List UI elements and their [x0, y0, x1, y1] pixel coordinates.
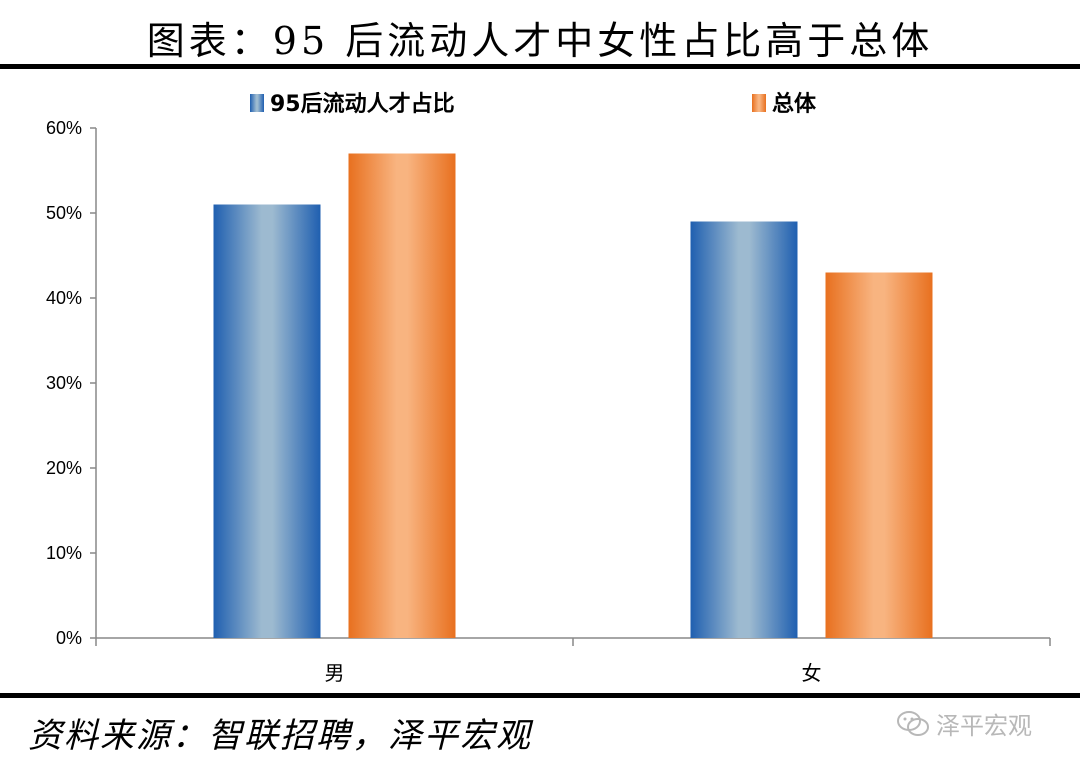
bar-chart: 95后流动人才占比 总体 0%10%20%30%40%50%60% 男女 — [46, 91, 1051, 685]
legend: 95后流动人才占比 总体 — [250, 91, 817, 117]
y-tick-label: 50% — [46, 203, 82, 223]
bar — [825, 272, 933, 638]
legend-label: 95后流动人才占比 — [270, 91, 455, 117]
category-label: 女 — [802, 661, 822, 685]
category-label: 男 — [325, 661, 345, 685]
y-tick-label: 60% — [46, 118, 82, 138]
chart-title: 图表：95 后流动人才中女性占比高于总体 — [146, 19, 934, 63]
wechat-icon — [896, 710, 930, 738]
legend-swatch — [250, 94, 264, 112]
bar — [690, 221, 798, 638]
y-tick-label: 10% — [46, 543, 82, 563]
y-tick-label: 40% — [46, 288, 82, 308]
bar — [213, 204, 321, 638]
bottom-rule — [0, 693, 1080, 698]
bars — [213, 153, 933, 638]
watermark-text: 泽平宏观 — [936, 712, 1032, 740]
y-tick-label: 20% — [46, 458, 82, 478]
bar — [348, 153, 456, 638]
legend-label: 总体 — [772, 91, 817, 117]
y-tick-label: 30% — [46, 373, 82, 393]
legend-swatch — [752, 94, 766, 112]
watermark: 泽平宏观 — [896, 706, 1032, 741]
category-labels: 男女 — [325, 661, 822, 685]
source-note: 资料来源：智联招聘，泽平宏观 — [28, 716, 532, 756]
y-tick-label: 0% — [56, 628, 82, 648]
top-rule — [0, 64, 1080, 69]
